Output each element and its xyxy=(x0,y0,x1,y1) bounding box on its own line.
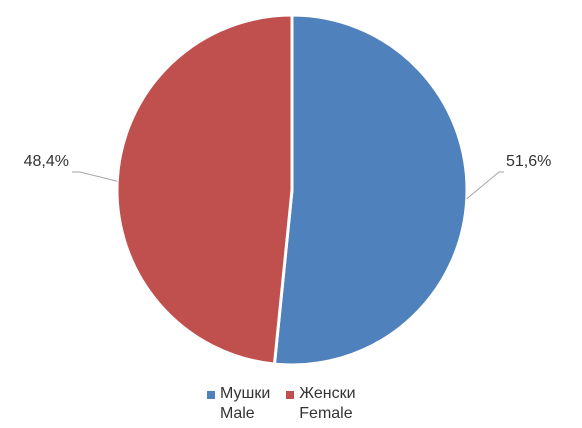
legend-label-male: Мушки xyxy=(220,385,271,402)
legend: Мушки Male Женски Female xyxy=(207,384,356,424)
legend-label-male-en: Male xyxy=(220,405,255,422)
legend-label-female: Женски xyxy=(299,385,356,402)
leader-line-male xyxy=(466,171,504,200)
legend-swatch-female xyxy=(286,391,295,399)
legend-swatch-male xyxy=(207,391,215,399)
slice-female xyxy=(115,13,294,366)
legend-label-female-en: Female xyxy=(299,405,353,422)
pie-slices xyxy=(115,13,469,367)
leader-line-female xyxy=(72,171,118,182)
leader-lines xyxy=(72,171,504,200)
legend-item-male: Мушки Male xyxy=(207,384,270,424)
data-label-female: 48,4% xyxy=(24,153,69,170)
legend-item-female: Женски Female xyxy=(286,384,356,424)
data-label-male: 51,6% xyxy=(506,153,551,170)
slice-male xyxy=(272,13,469,367)
